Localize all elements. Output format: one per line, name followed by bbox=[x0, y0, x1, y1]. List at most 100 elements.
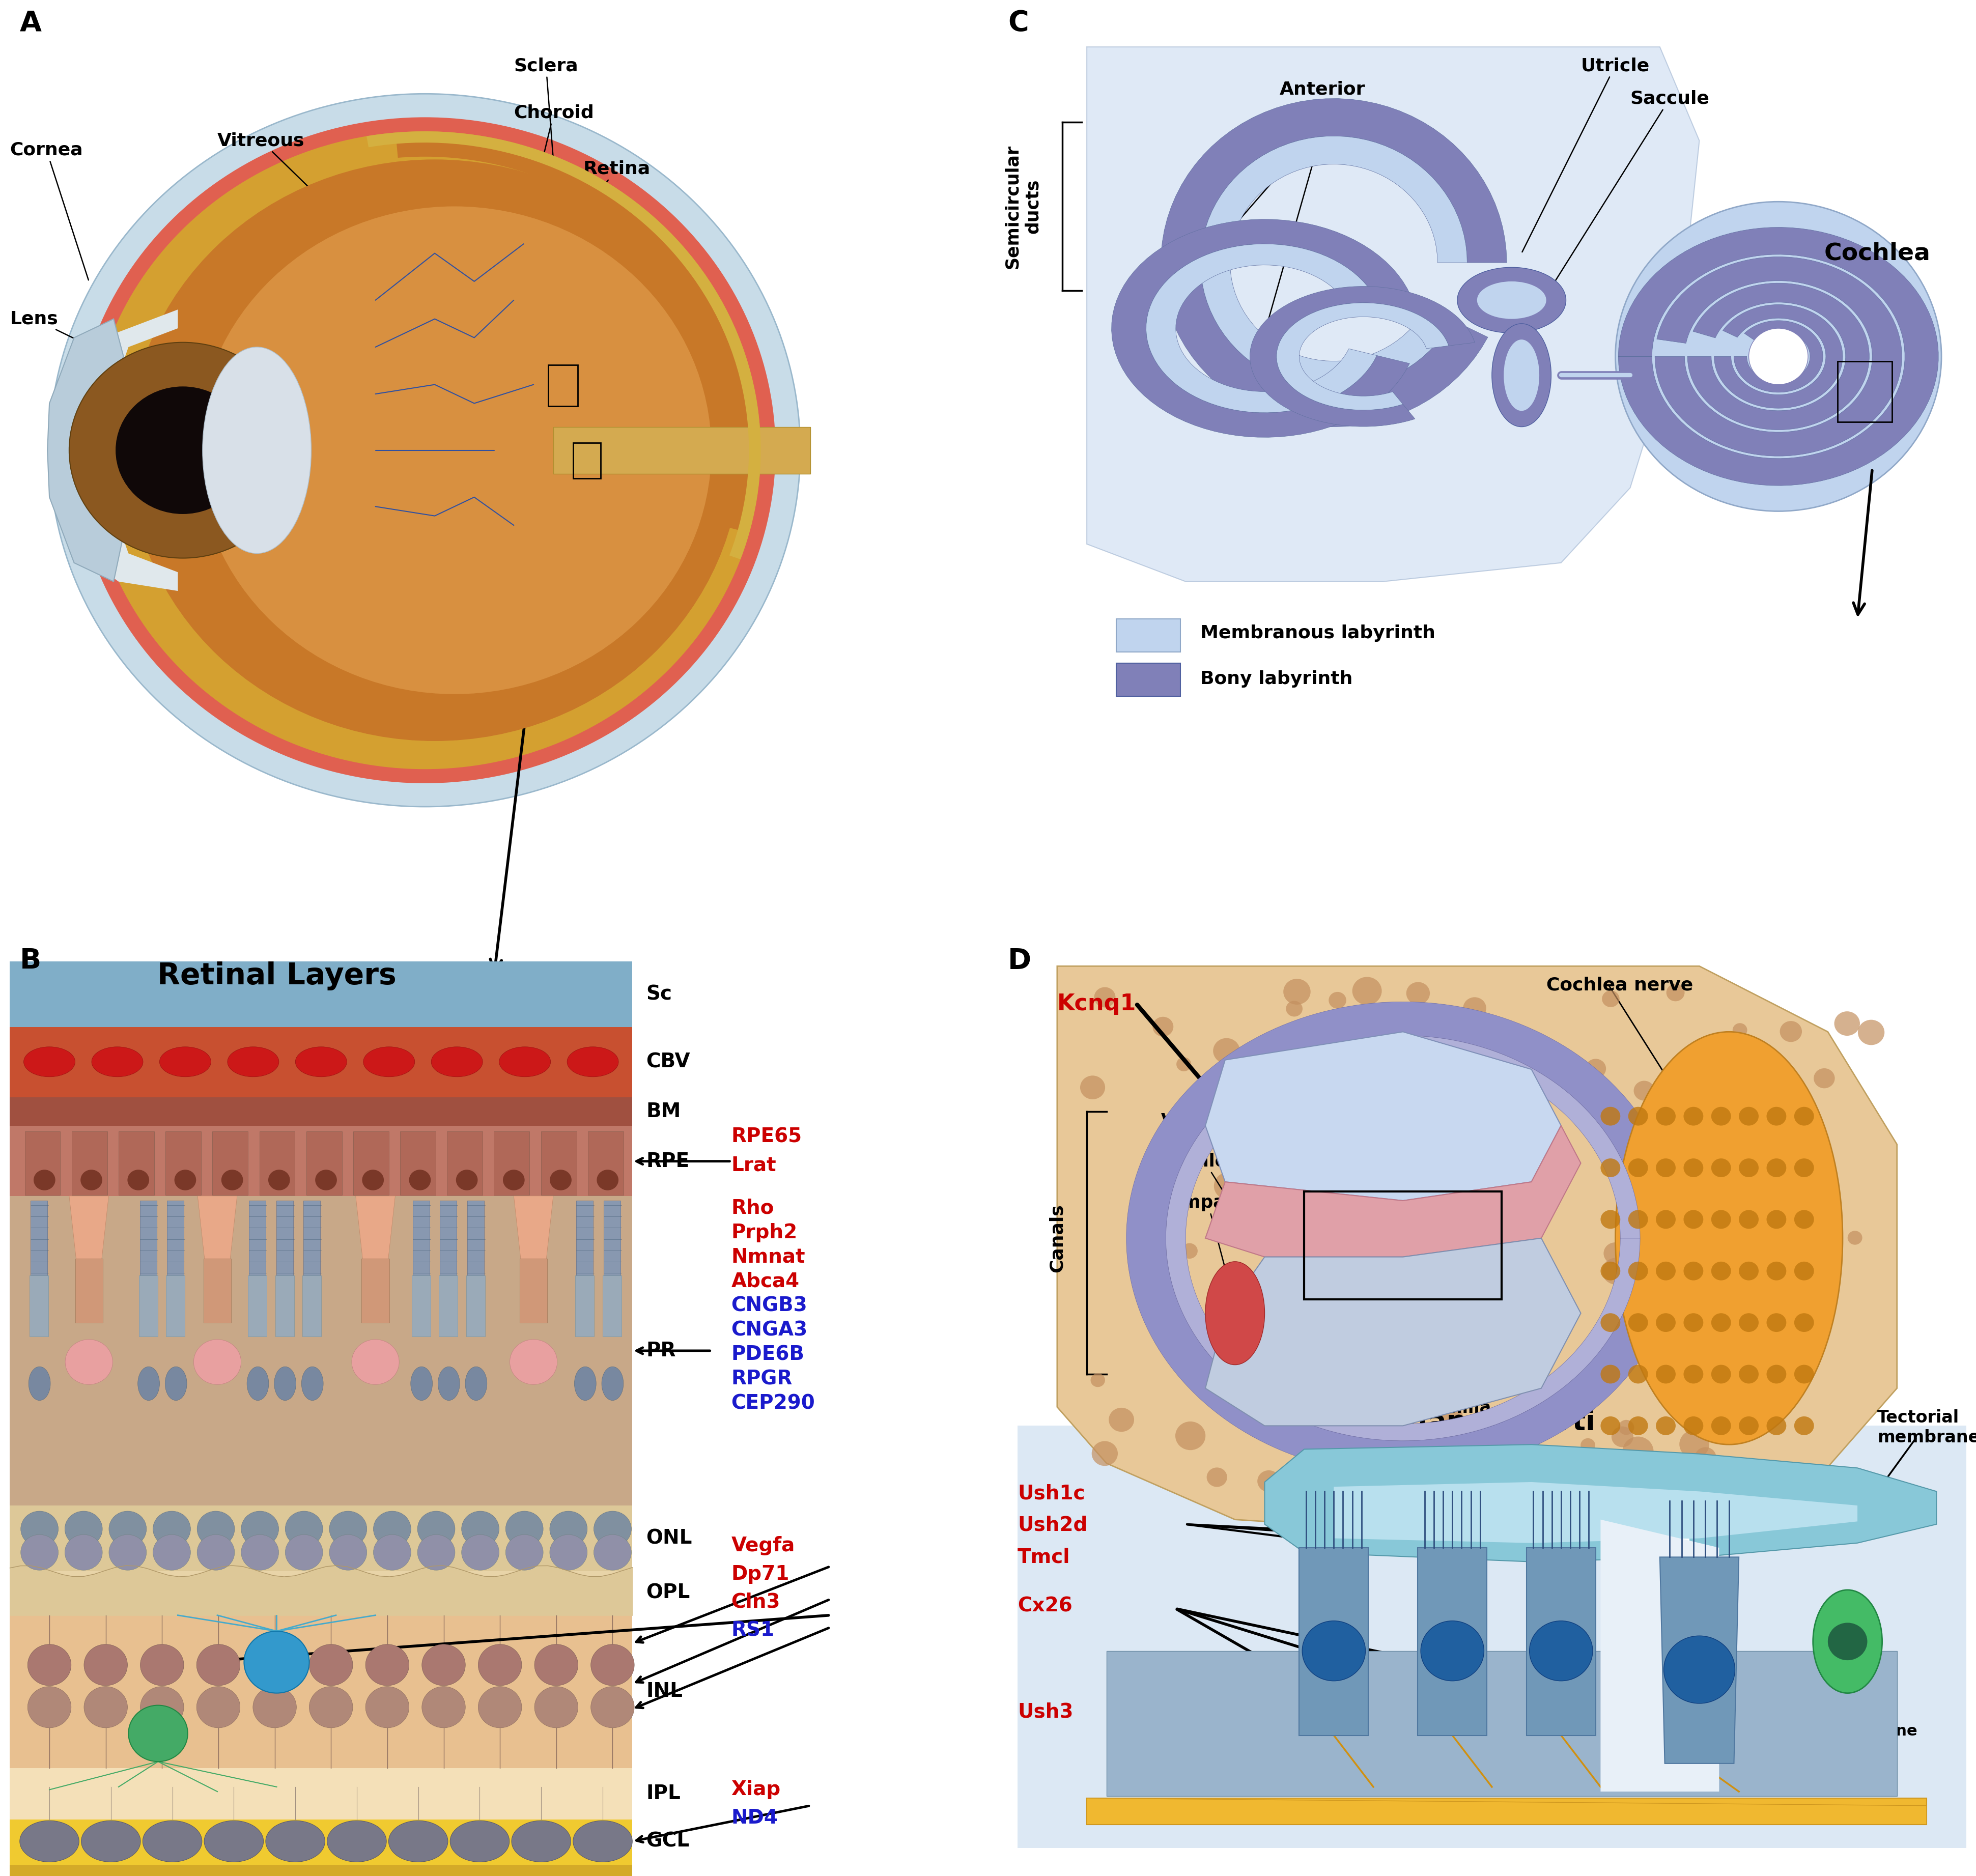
Text: Lateral: Lateral bbox=[1265, 143, 1354, 332]
Bar bbox=[603, 1276, 622, 1336]
Text: PR: PR bbox=[646, 1341, 676, 1360]
Polygon shape bbox=[1618, 227, 1938, 486]
Circle shape bbox=[194, 1339, 241, 1384]
Circle shape bbox=[506, 1512, 543, 1546]
Bar bbox=[119, 1131, 154, 1195]
Circle shape bbox=[1081, 1075, 1105, 1099]
Circle shape bbox=[373, 1535, 411, 1570]
Polygon shape bbox=[1265, 1445, 1936, 1561]
Circle shape bbox=[109, 1512, 146, 1546]
Circle shape bbox=[1257, 1471, 1280, 1491]
Circle shape bbox=[1492, 1264, 1504, 1276]
Bar bbox=[413, 1201, 429, 1276]
Circle shape bbox=[140, 1643, 184, 1685]
Polygon shape bbox=[514, 1197, 553, 1259]
Circle shape bbox=[1755, 1371, 1769, 1384]
Circle shape bbox=[597, 1171, 618, 1189]
Circle shape bbox=[423, 1643, 466, 1685]
Text: CEP290: CEP290 bbox=[731, 1394, 814, 1413]
Bar bbox=[166, 1131, 202, 1195]
Ellipse shape bbox=[227, 1047, 279, 1077]
Circle shape bbox=[1091, 1441, 1118, 1465]
Circle shape bbox=[1628, 1416, 1648, 1435]
Circle shape bbox=[534, 1643, 577, 1685]
Ellipse shape bbox=[204, 1820, 263, 1861]
Circle shape bbox=[381, 1054, 397, 1069]
Bar bbox=[577, 1201, 593, 1276]
Ellipse shape bbox=[81, 1820, 140, 1861]
Circle shape bbox=[1711, 1366, 1731, 1383]
Circle shape bbox=[1601, 1366, 1620, 1383]
Circle shape bbox=[1261, 1203, 1273, 1216]
Polygon shape bbox=[1525, 1548, 1597, 1735]
Ellipse shape bbox=[431, 1047, 482, 1077]
Circle shape bbox=[196, 1643, 241, 1685]
Bar bbox=[75, 1259, 103, 1323]
Circle shape bbox=[75, 116, 775, 782]
Text: ND4: ND4 bbox=[731, 1808, 779, 1827]
Circle shape bbox=[1391, 1332, 1411, 1353]
Circle shape bbox=[1628, 1210, 1648, 1229]
Text: Dp71: Dp71 bbox=[731, 1565, 788, 1583]
Bar bbox=[247, 1276, 267, 1336]
Bar bbox=[399, 1131, 435, 1195]
Circle shape bbox=[65, 1512, 103, 1546]
Circle shape bbox=[115, 386, 249, 514]
Text: Vegfa: Vegfa bbox=[731, 1536, 794, 1555]
Circle shape bbox=[1794, 1210, 1814, 1229]
Circle shape bbox=[595, 1535, 632, 1570]
Circle shape bbox=[1739, 1210, 1759, 1229]
Circle shape bbox=[1365, 1052, 1393, 1079]
Text: Kcnq1: Kcnq1 bbox=[1057, 992, 1136, 1015]
Circle shape bbox=[245, 1054, 261, 1069]
Bar bbox=[549, 364, 579, 407]
Bar bbox=[168, 1201, 184, 1276]
Circle shape bbox=[1603, 1257, 1630, 1285]
Bar bbox=[71, 1131, 107, 1195]
Text: OPL: OPL bbox=[646, 1583, 690, 1602]
Ellipse shape bbox=[142, 1820, 202, 1861]
Circle shape bbox=[1794, 1107, 1814, 1126]
Ellipse shape bbox=[24, 1047, 75, 1077]
Text: Cochlea nerve: Cochlea nerve bbox=[1547, 976, 1693, 994]
Text: RS1: RS1 bbox=[731, 1621, 775, 1640]
Circle shape bbox=[462, 1512, 500, 1546]
Circle shape bbox=[1197, 1126, 1217, 1144]
Circle shape bbox=[1828, 1623, 1867, 1660]
Text: D: D bbox=[1008, 947, 1031, 976]
Bar bbox=[1838, 360, 1893, 422]
Circle shape bbox=[178, 1054, 194, 1069]
Bar bbox=[520, 1259, 547, 1323]
Circle shape bbox=[417, 1512, 454, 1546]
Circle shape bbox=[1296, 1334, 1322, 1358]
Ellipse shape bbox=[500, 1047, 551, 1077]
Circle shape bbox=[352, 1339, 399, 1384]
Polygon shape bbox=[1146, 244, 1377, 413]
Bar bbox=[1610, 1538, 1689, 1792]
Ellipse shape bbox=[601, 1366, 624, 1399]
Circle shape bbox=[69, 341, 296, 559]
Circle shape bbox=[1601, 1210, 1620, 1229]
Text: Lrat: Lrat bbox=[731, 1156, 777, 1174]
Circle shape bbox=[1814, 1067, 1836, 1088]
Text: Posterior: Posterior bbox=[1186, 111, 1375, 280]
Circle shape bbox=[362, 1171, 383, 1189]
Bar bbox=[10, 1505, 632, 1572]
Circle shape bbox=[1739, 1261, 1759, 1279]
Bar bbox=[605, 1201, 620, 1276]
Circle shape bbox=[1622, 1437, 1654, 1467]
Circle shape bbox=[1478, 1353, 1510, 1381]
Text: Bony labyrinth: Bony labyrinth bbox=[1201, 670, 1354, 688]
Circle shape bbox=[49, 94, 800, 807]
Circle shape bbox=[1091, 1373, 1105, 1386]
Circle shape bbox=[1709, 1112, 1735, 1137]
Circle shape bbox=[1535, 1398, 1567, 1426]
Text: Stereocillia: Stereocillia bbox=[1383, 1399, 1492, 1416]
Circle shape bbox=[1328, 992, 1346, 1009]
Circle shape bbox=[109, 1054, 124, 1069]
Circle shape bbox=[1739, 1416, 1759, 1435]
Circle shape bbox=[1533, 1308, 1557, 1330]
Circle shape bbox=[1656, 1366, 1676, 1383]
Polygon shape bbox=[198, 1197, 237, 1259]
Circle shape bbox=[1767, 1313, 1786, 1332]
